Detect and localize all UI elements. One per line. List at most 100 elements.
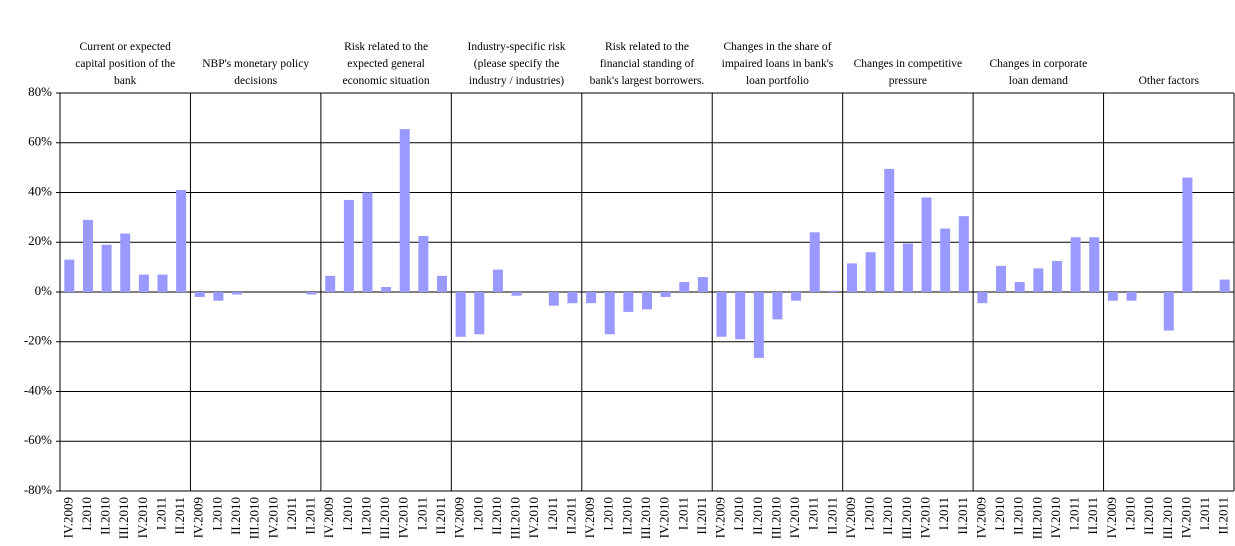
group-title: Risk related to the expected general eco…	[342, 41, 430, 87]
group-title: Industry-specific risk (please specify t…	[467, 41, 566, 87]
x-tick-label: III.2010	[377, 497, 392, 539]
y-tick-label: -60%	[24, 432, 52, 447]
x-tick-label: III.2010	[1160, 497, 1175, 539]
x-tick-label: IV.2009	[321, 497, 336, 538]
group-title: Risk related to the financial standing o…	[589, 41, 705, 87]
bar	[642, 292, 652, 310]
x-tick-label: IV.2009	[60, 497, 75, 538]
bar	[1219, 279, 1230, 292]
bar	[120, 233, 131, 292]
bar	[772, 292, 783, 320]
x-tick-label: II.2010	[880, 497, 895, 535]
bar	[679, 282, 690, 292]
bar	[455, 292, 466, 337]
x-tick-label: IV.2010	[787, 497, 802, 538]
x-tick-label: IV.2010	[396, 497, 411, 538]
x-tick-label: I.2011	[806, 497, 821, 530]
y-tick-label: 0%	[35, 283, 53, 298]
bar	[1014, 282, 1025, 292]
group-title: Changes in the share of impaired loans i…	[721, 41, 834, 87]
x-tick-label: IV.2009	[843, 497, 858, 538]
bar	[194, 292, 205, 297]
x-tick-label: II.2011	[433, 497, 448, 534]
x-tick-label: IV.2010	[526, 497, 541, 538]
y-tick-label: -80%	[24, 482, 52, 497]
x-tick-label: II.2011	[172, 497, 187, 534]
bar	[362, 192, 373, 292]
bar	[511, 292, 522, 296]
x-tick-label: I.2011	[414, 497, 429, 530]
x-tick-label: II.2011	[1085, 497, 1100, 534]
x-tick-label: I.2011	[284, 497, 299, 530]
bar	[623, 292, 634, 312]
bar	[921, 197, 932, 292]
bar	[1070, 237, 1081, 292]
bar	[846, 263, 857, 292]
x-tick-label: II.2010	[1011, 497, 1026, 535]
x-tick-label: IV.2010	[135, 497, 150, 538]
bar	[399, 129, 410, 292]
bar	[1033, 268, 1044, 292]
x-tick-label: III.2010	[768, 497, 783, 539]
x-tick-label: I.2011	[1067, 497, 1082, 530]
bar	[809, 232, 820, 292]
x-tick-label: II.2010	[489, 497, 504, 535]
x-tick-label: IV.2009	[191, 497, 206, 538]
x-tick-label: II.2010	[228, 497, 243, 535]
group-title: Changes in corporate loan demand	[989, 58, 1088, 87]
bar	[306, 292, 317, 295]
bar	[902, 243, 913, 292]
bar	[586, 292, 597, 304]
x-tick-label: II.2011	[563, 497, 578, 534]
x-tick-label: I.2010	[79, 497, 94, 531]
x-tick-label: III.2010	[508, 497, 523, 539]
x-tick-label: I.2010	[992, 497, 1007, 531]
bar	[1089, 237, 1100, 292]
group-title: Changes in competitive pressure	[853, 58, 963, 87]
bar	[213, 292, 224, 301]
x-tick-label: I.2011	[153, 497, 168, 530]
bar	[884, 168, 895, 292]
bar	[697, 277, 708, 292]
x-tick-label: III.2010	[116, 497, 131, 539]
bar	[82, 219, 93, 292]
bar	[753, 292, 764, 358]
x-tick-label: I.2011	[936, 497, 951, 530]
x-tick-label: IV.2009	[713, 497, 728, 538]
bar	[958, 216, 969, 292]
bar	[437, 275, 448, 292]
x-tick-label: II.2010	[1141, 497, 1156, 535]
group-title: Current or expected capital position of …	[75, 41, 176, 87]
x-tick-label: II.2011	[1216, 497, 1231, 534]
x-tick-label: IV.2009	[452, 497, 467, 538]
bar	[977, 292, 988, 304]
bar	[940, 228, 951, 292]
group-title: NBP's monetary policy decisions	[202, 58, 310, 87]
x-tick-label: I.2010	[731, 497, 746, 531]
x-tick-label: IV.2010	[1048, 497, 1063, 538]
x-tick-label: I.2011	[675, 497, 690, 530]
x-tick-label: IV.2010	[1178, 497, 1193, 538]
bar	[101, 244, 112, 292]
x-tick-label: I.2010	[601, 497, 616, 531]
x-tick-label: II.2011	[694, 497, 709, 534]
bar	[1182, 177, 1193, 292]
bar	[64, 259, 75, 292]
bar	[735, 292, 746, 340]
x-tick-label: IV.2009	[1104, 497, 1119, 538]
bar	[567, 292, 578, 304]
x-tick-label: IV.2009	[973, 497, 988, 538]
x-tick-label: II.2010	[98, 497, 113, 535]
x-tick-label: II.2010	[358, 497, 373, 535]
bar	[474, 292, 485, 335]
y-tick-label: -40%	[24, 382, 52, 397]
bar	[791, 292, 802, 301]
bar	[492, 269, 503, 292]
bar	[232, 292, 243, 295]
bar	[157, 274, 168, 292]
group-title: Other factors	[1138, 75, 1199, 87]
x-tick-label: II.2011	[824, 497, 839, 534]
bar	[1051, 260, 1062, 292]
